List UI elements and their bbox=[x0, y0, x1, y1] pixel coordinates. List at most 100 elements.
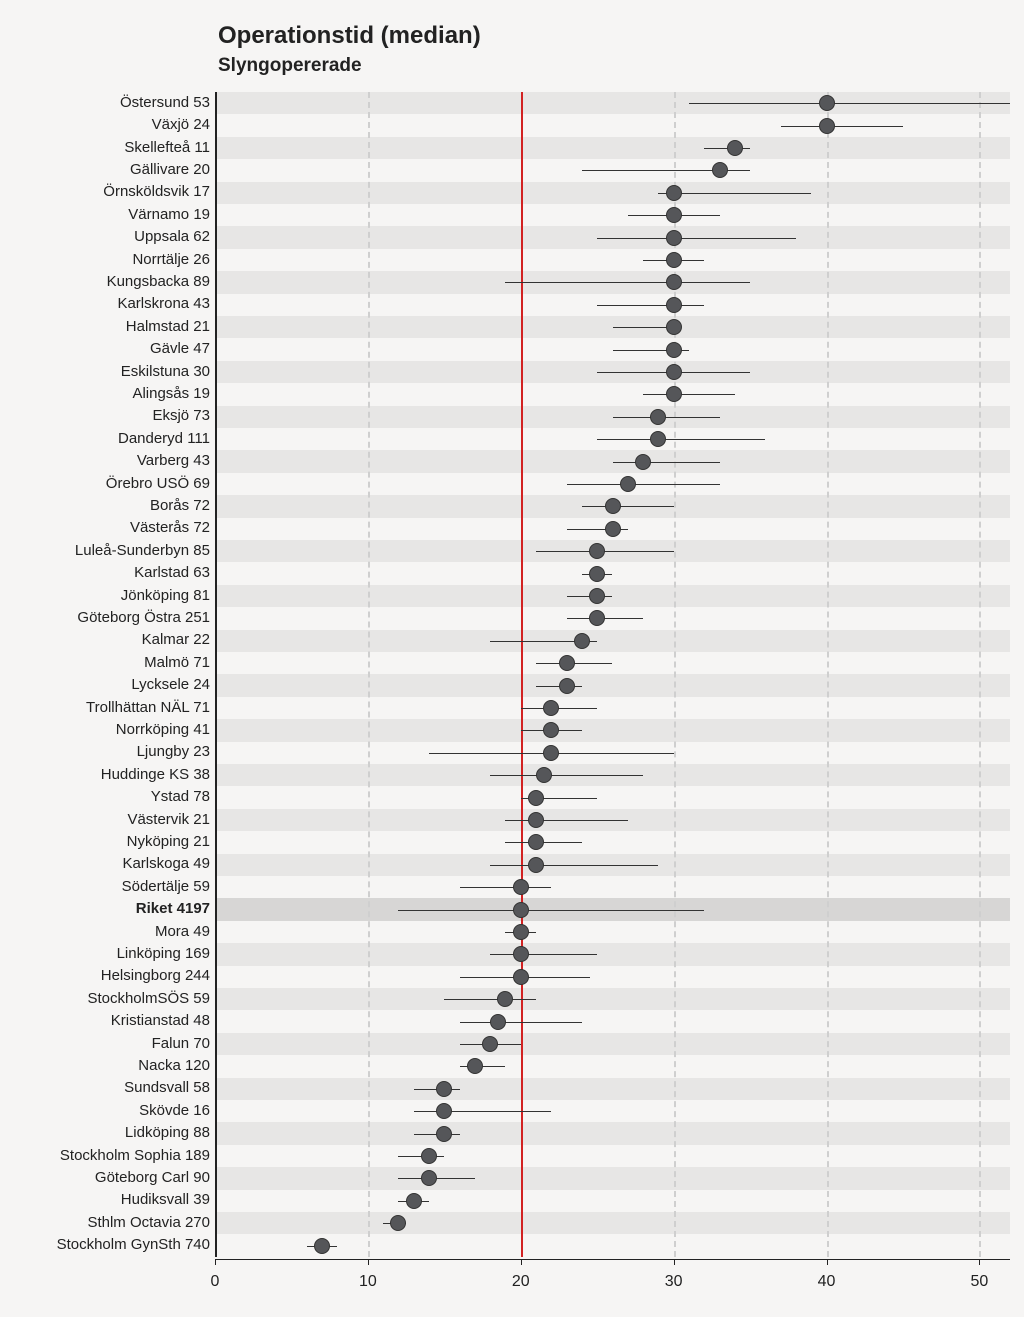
row-stripe bbox=[215, 1212, 1010, 1234]
reference-line bbox=[521, 92, 523, 1257]
median-dot bbox=[650, 431, 666, 447]
row-label: Skövde 16 bbox=[10, 1102, 210, 1119]
error-bar bbox=[597, 305, 704, 306]
xtick-label: 30 bbox=[665, 1273, 683, 1291]
row-label: Eksjö 73 bbox=[10, 407, 210, 424]
error-bar bbox=[505, 282, 750, 283]
xtick-mark bbox=[368, 1259, 369, 1265]
median-dot bbox=[467, 1058, 483, 1074]
xtick-mark bbox=[827, 1259, 828, 1265]
median-dot bbox=[589, 610, 605, 626]
xtick-mark bbox=[979, 1259, 980, 1265]
row-label: Linköping 169 bbox=[10, 945, 210, 962]
row-stripe bbox=[215, 674, 1010, 696]
median-dot bbox=[666, 252, 682, 268]
median-dot bbox=[536, 767, 552, 783]
row-stripe bbox=[215, 585, 1010, 607]
median-dot bbox=[482, 1036, 498, 1052]
xtick-mark bbox=[521, 1259, 522, 1265]
median-dot bbox=[528, 834, 544, 850]
median-dot bbox=[543, 745, 559, 761]
row-stripe bbox=[215, 786, 1010, 808]
row-label: Kungsbacka 89 bbox=[10, 273, 210, 290]
chart-title: Operationstid (median) bbox=[218, 22, 481, 50]
row-label: Kristianstad 48 bbox=[10, 1012, 210, 1029]
median-dot bbox=[513, 902, 529, 918]
row-label: Luleå-Sunderbyn 85 bbox=[10, 542, 210, 559]
median-dot bbox=[666, 342, 682, 358]
error-bar bbox=[781, 126, 903, 127]
row-label: Göteborg Carl 90 bbox=[10, 1169, 210, 1186]
median-dot bbox=[421, 1170, 437, 1186]
row-label: Helsingborg 244 bbox=[10, 967, 210, 984]
row-stripe bbox=[215, 1010, 1010, 1032]
row-label: Halmstad 21 bbox=[10, 318, 210, 335]
row-label: Nacka 120 bbox=[10, 1057, 210, 1074]
median-dot bbox=[528, 812, 544, 828]
median-dot bbox=[543, 700, 559, 716]
median-dot bbox=[666, 185, 682, 201]
row-label: Nyköping 21 bbox=[10, 833, 210, 850]
row-label: Ystad 78 bbox=[10, 788, 210, 805]
row-stripe bbox=[215, 630, 1010, 652]
row-stripe bbox=[215, 831, 1010, 853]
row-label: Norrtälje 26 bbox=[10, 251, 210, 268]
row-stripe bbox=[215, 988, 1010, 1010]
error-bar bbox=[460, 1022, 582, 1023]
row-stripe bbox=[215, 1145, 1010, 1167]
row-label: Gällivare 20 bbox=[10, 161, 210, 178]
median-dot bbox=[589, 588, 605, 604]
row-label: Södertälje 59 bbox=[10, 878, 210, 895]
gridline bbox=[827, 92, 829, 1257]
xtick-label: 10 bbox=[359, 1273, 377, 1291]
row-label: Eskilstuna 30 bbox=[10, 363, 210, 380]
row-label: Skellefteå 11 bbox=[10, 139, 210, 156]
error-bar bbox=[597, 238, 796, 239]
median-dot bbox=[559, 655, 575, 671]
row-label: Danderyd 111 bbox=[10, 430, 210, 447]
median-dot bbox=[314, 1238, 330, 1254]
row-label: Stockholm GynSth 740 bbox=[10, 1236, 210, 1253]
y-axis-line bbox=[215, 92, 217, 1257]
row-label: Falun 70 bbox=[10, 1035, 210, 1052]
chart-subtitle: Slyngopererade bbox=[218, 55, 362, 77]
row-stripe bbox=[215, 1190, 1010, 1212]
xtick-label: 0 bbox=[211, 1273, 220, 1291]
median-dot bbox=[513, 946, 529, 962]
row-stripe bbox=[215, 1055, 1010, 1077]
row-label: Gävle 47 bbox=[10, 340, 210, 357]
row-label: StockholmSÖS 59 bbox=[10, 990, 210, 1007]
row-label: Örebro USÖ 69 bbox=[10, 475, 210, 492]
row-label: Karlskoga 49 bbox=[10, 855, 210, 872]
row-label: Mora 49 bbox=[10, 923, 210, 940]
median-dot bbox=[666, 386, 682, 402]
error-bar bbox=[582, 506, 674, 507]
xtick-mark bbox=[215, 1259, 216, 1265]
row-label: Örnsköldsvik 17 bbox=[10, 183, 210, 200]
error-bar bbox=[490, 865, 658, 866]
row-label: Värnamo 19 bbox=[10, 206, 210, 223]
error-bar bbox=[613, 462, 720, 463]
row-stripe bbox=[215, 249, 1010, 271]
row-label: Malmö 71 bbox=[10, 654, 210, 671]
median-dot bbox=[513, 879, 529, 895]
row-label: Jönköping 81 bbox=[10, 587, 210, 604]
row-stripe bbox=[215, 943, 1010, 965]
median-dot bbox=[666, 207, 682, 223]
median-dot bbox=[528, 857, 544, 873]
row-stripe bbox=[215, 204, 1010, 226]
xtick-label: 50 bbox=[971, 1273, 989, 1291]
row-stripe bbox=[215, 921, 1010, 943]
row-stripe bbox=[215, 719, 1010, 741]
row-label: Lycksele 24 bbox=[10, 676, 210, 693]
row-label: Uppsala 62 bbox=[10, 228, 210, 245]
row-label: Sthlm Octavia 270 bbox=[10, 1214, 210, 1231]
median-dot bbox=[650, 409, 666, 425]
row-stripe bbox=[215, 1167, 1010, 1189]
median-dot bbox=[589, 543, 605, 559]
gridline bbox=[368, 92, 370, 1257]
median-dot bbox=[436, 1103, 452, 1119]
error-bar bbox=[643, 394, 735, 395]
median-dot bbox=[436, 1126, 452, 1142]
row-label: Borås 72 bbox=[10, 497, 210, 514]
